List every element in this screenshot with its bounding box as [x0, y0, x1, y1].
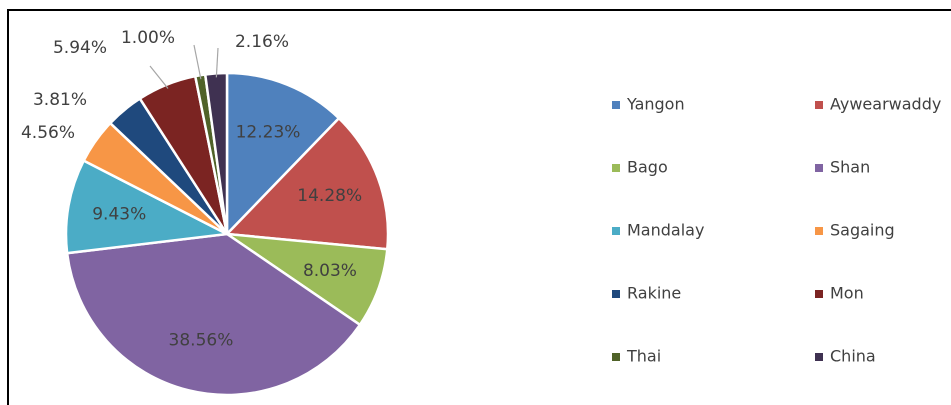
data-label: 14.28% — [297, 186, 362, 206]
legend-swatch — [815, 290, 823, 298]
data-label: 12.23% — [236, 123, 301, 143]
legend-label: Yangon — [626, 95, 685, 114]
legend-label: Rakine — [627, 284, 681, 303]
legend-label: Thai — [626, 347, 661, 366]
legend-swatch — [612, 227, 620, 235]
legend-label: Sagaing — [830, 221, 895, 240]
legend-swatch — [815, 164, 823, 172]
legend-swatch — [612, 290, 620, 298]
leader-line — [215, 47, 219, 78]
legend-label: Bago — [627, 158, 668, 177]
data-label: 1.00% — [121, 28, 175, 48]
legend-swatch — [815, 353, 823, 361]
data-label: 8.03% — [303, 261, 357, 281]
data-label: 4.56% — [21, 123, 75, 143]
legend-swatch — [815, 101, 823, 109]
legend-swatch — [815, 227, 823, 235]
pie-slice — [65, 232, 362, 397]
legend-label: Mandalay — [627, 221, 704, 240]
leader-line — [149, 65, 169, 89]
legend-label: Aywearwaddy — [830, 95, 941, 114]
legend-swatch — [612, 101, 620, 109]
data-label: 9.43% — [92, 205, 146, 225]
pie-slice — [224, 116, 390, 251]
data-label: 2.16% — [235, 32, 289, 52]
pie-slice — [225, 71, 341, 238]
legend-swatch — [612, 164, 620, 172]
legend-label: Shan — [830, 158, 870, 177]
legend-label: Mon — [830, 284, 864, 303]
data-label: 5.94% — [53, 38, 107, 58]
legend-label: China — [830, 347, 876, 366]
leader-line — [193, 44, 202, 80]
pie-slice — [64, 158, 232, 255]
legend-swatch — [612, 353, 620, 361]
frame — [7, 9, 951, 405]
data-label: 3.81% — [33, 90, 87, 110]
data-label: 38.56% — [169, 330, 234, 350]
